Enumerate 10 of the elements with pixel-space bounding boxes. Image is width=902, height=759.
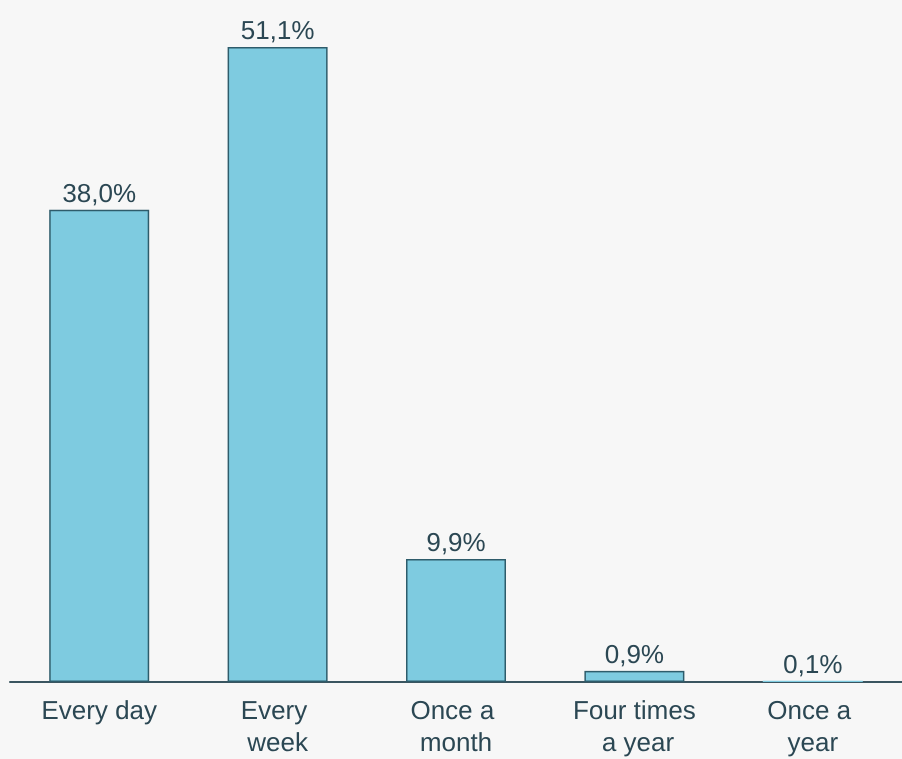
data-label: 51,1%: [240, 15, 314, 45]
x-tick-label: Four times a year: [572, 695, 696, 757]
x-tick-label: Every day: [41, 695, 158, 725]
x-tick-label: Every week: [240, 695, 314, 757]
x-tick-label: Once a year: [767, 695, 858, 757]
data-label: 0,9%: [604, 638, 664, 669]
data-label: 0,1%: [783, 648, 842, 679]
data-label: 38,0%: [62, 178, 136, 208]
x-tick-label: Once a month: [410, 695, 502, 757]
data-label: 9,9%: [426, 526, 486, 557]
